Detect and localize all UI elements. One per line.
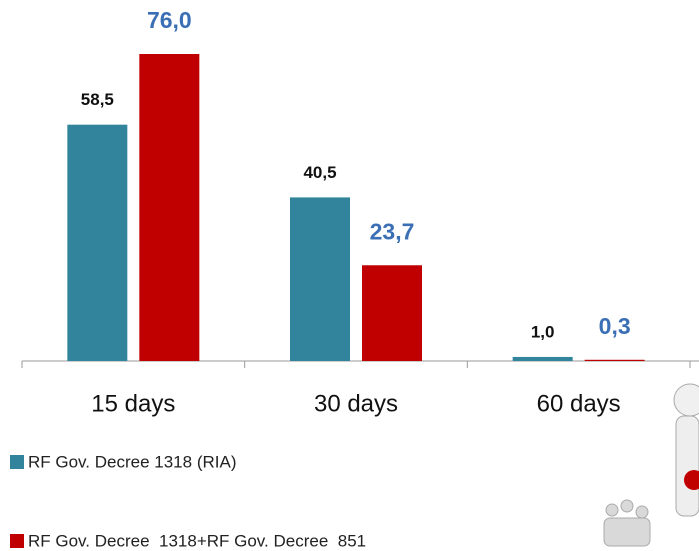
data-label: 23,7 bbox=[370, 218, 415, 244]
legend-label: RF Gov. Decree 1318 (RIA) bbox=[28, 452, 236, 471]
data-label: 58,5 bbox=[81, 90, 114, 109]
data-label: 76,0 bbox=[147, 7, 192, 33]
data-label: 40,5 bbox=[303, 163, 336, 182]
x-tick-label: 60 days bbox=[537, 390, 621, 417]
decoration-icons bbox=[603, 383, 699, 547]
legend-label: RF Gov. Decree 1318+RF Gov. Decree 851 bbox=[28, 531, 366, 550]
bar bbox=[362, 265, 422, 361]
bar bbox=[584, 359, 645, 361]
bar bbox=[67, 124, 128, 361]
data-label: 0,3 bbox=[599, 313, 631, 339]
x-tick-label: 30 days bbox=[314, 390, 398, 417]
bar bbox=[290, 197, 350, 361]
legend-swatch bbox=[10, 534, 24, 548]
data-label: 1,0 bbox=[531, 322, 555, 341]
legend-swatch bbox=[10, 455, 24, 469]
bar bbox=[139, 54, 200, 361]
x-tick-label: 15 days bbox=[91, 390, 175, 417]
bar bbox=[512, 356, 573, 361]
